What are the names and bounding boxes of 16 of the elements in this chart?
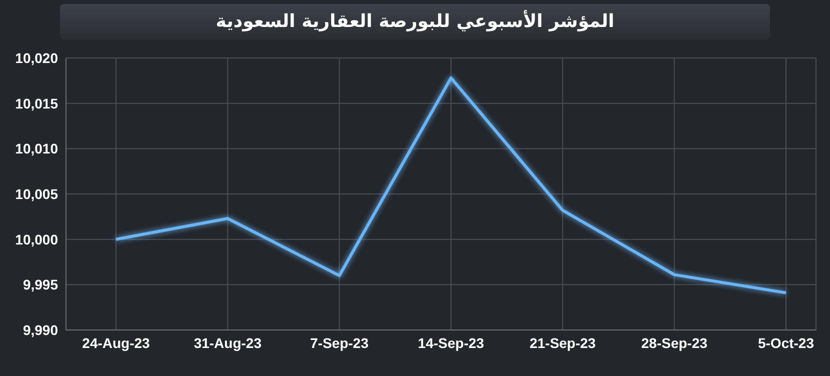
x-tick-label: 7-Sep-23 [310, 334, 369, 351]
y-tick-label: 9,990 [22, 322, 58, 338]
line-series [114, 76, 788, 294]
x-tick-label: 14-Sep-23 [418, 334, 484, 351]
y-tick-label: 10,020 [15, 50, 58, 66]
y-tick-label: 10,005 [15, 186, 58, 202]
chart-title: المؤشر الأسبوعي للبورصة العقارية السعودية [60, 4, 770, 40]
x-tick-label: 5-Oct-23 [758, 334, 814, 351]
y-tick-label: 9,995 [22, 276, 58, 293]
y-tick-label: 10,000 [15, 231, 58, 248]
y-tick-label: 10,010 [15, 140, 58, 157]
x-tick-label: 21-Sep-23 [530, 334, 596, 351]
y-tick-label: 10,015 [15, 95, 58, 112]
x-tick-label: 24-Aug-23 [82, 334, 150, 351]
x-tick-label: 31-Aug-23 [194, 334, 262, 351]
x-tick-label: 28-Sep-23 [641, 334, 708, 351]
